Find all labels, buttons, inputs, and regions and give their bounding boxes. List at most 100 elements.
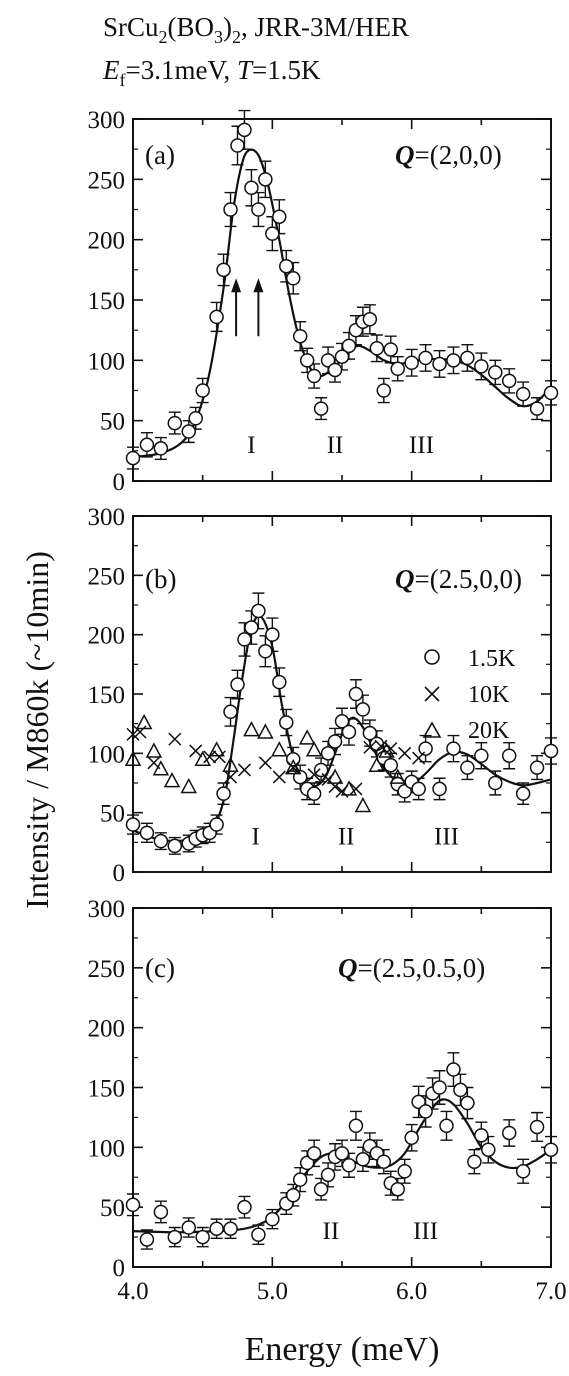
panel-c-data-point bbox=[348, 1118, 364, 1134]
panel-b-data-point bbox=[153, 833, 169, 849]
panel-b-label: (b) bbox=[145, 564, 176, 594]
panel-a-data-point bbox=[306, 368, 322, 384]
panel-b-data-point bbox=[369, 736, 385, 752]
panel-a-data-point bbox=[383, 342, 399, 357]
panel-a-data-point bbox=[327, 362, 343, 378]
panel-c-data-point bbox=[397, 1164, 412, 1179]
panel-a-region-label: I bbox=[247, 432, 255, 459]
panel-c-data-point bbox=[167, 1229, 183, 1245]
panel-a-region-label: III bbox=[409, 432, 434, 459]
panel-a-data-point bbox=[251, 202, 266, 217]
panel-c-data-point bbox=[439, 1118, 454, 1134]
panel-c-data-point bbox=[195, 1229, 210, 1245]
panel-c-data-point bbox=[474, 1128, 489, 1143]
panel-b-data-point-10k bbox=[258, 756, 272, 770]
panel-a-data-point bbox=[515, 386, 531, 402]
panel-b-data-point-20k bbox=[298, 729, 316, 745]
panel-b-data-point-20k bbox=[163, 772, 181, 788]
panel-a-data-point bbox=[320, 353, 336, 368]
panel-c-x-tick-label: 6.0 bbox=[396, 1278, 427, 1305]
panel-b-data-point bbox=[543, 743, 559, 759]
panel-a-data-point bbox=[223, 202, 238, 217]
panel-a-y-tick-label: 300 bbox=[88, 107, 126, 134]
panel-a-q-label: Q=(2,0,0) bbox=[395, 140, 502, 170]
panel-b-data-point bbox=[397, 784, 412, 799]
header-line-2: Ef=3.1meV, T=1.5K bbox=[102, 55, 321, 90]
panel-a-data-point bbox=[237, 122, 252, 138]
header-line-1: SrCu2(BO3)2, JRR-3M/HER bbox=[103, 12, 409, 47]
panel-b-data-point-20k bbox=[257, 723, 274, 739]
legend-triangle-marker bbox=[422, 721, 442, 738]
panel-b-data-point bbox=[251, 603, 266, 619]
panel-c-data-point bbox=[153, 1204, 169, 1220]
panel-c: (c) Q=(2.5,0.5,0) 0 50 100 150 200 250 300 4.0 5… bbox=[88, 896, 567, 1305]
panel-c-y-tick-label: 200 bbox=[88, 1016, 126, 1043]
panel-b-data-point-10k bbox=[349, 782, 363, 796]
panel-b-data-point bbox=[139, 825, 155, 841]
panel-b-data-point bbox=[383, 757, 399, 773]
panel-a-data-point bbox=[139, 437, 155, 453]
x-axis-label: Energy (meV) bbox=[245, 1331, 440, 1368]
panel-a-data-point bbox=[362, 312, 378, 327]
panel-a-data-point bbox=[285, 271, 301, 286]
panel-c-data-point bbox=[529, 1119, 545, 1135]
panel-c-y-tick-label: 0 bbox=[113, 1255, 126, 1282]
panel-a-data-point bbox=[181, 424, 196, 439]
panel-b-data-point-20k bbox=[354, 796, 372, 813]
panel-c-data-point bbox=[404, 1130, 419, 1146]
panel-b-y-tick-label: 250 bbox=[88, 563, 126, 590]
panel-b-data-point bbox=[488, 775, 503, 791]
panel-b-data-point-20k bbox=[208, 741, 225, 757]
panel-b-data-point-10k bbox=[398, 746, 412, 760]
panel-c-data-point bbox=[411, 1094, 426, 1110]
panel-a-data-point bbox=[501, 373, 517, 389]
panel-a-data-point bbox=[432, 356, 447, 372]
panel-b-data-point bbox=[341, 724, 357, 740]
panel-c-data-point bbox=[306, 1146, 322, 1161]
panel-b-q-label: Q=(2.5,0,0) bbox=[395, 564, 522, 594]
panel-b-data-point-20k bbox=[152, 760, 170, 776]
panel-a-data-point bbox=[529, 401, 545, 416]
panel-b-region-label: I bbox=[251, 823, 259, 850]
panel-b-data-point-20k bbox=[243, 721, 260, 737]
panel-b-data-point-20k bbox=[222, 756, 239, 772]
legend-label-20k: 20K bbox=[468, 718, 510, 744]
panel-a-data-point bbox=[125, 450, 141, 466]
panel-b-data-point-10k bbox=[286, 761, 300, 775]
panel-c-data-point bbox=[355, 1152, 371, 1167]
panel-a-label: (a) bbox=[145, 140, 175, 170]
panel-b-data-point bbox=[327, 734, 343, 749]
panel-b-data-point-20k bbox=[135, 713, 153, 730]
panel-a-data-point bbox=[258, 172, 273, 187]
panel-b-data-point bbox=[446, 741, 461, 756]
panel-b-data-point-20k bbox=[284, 758, 302, 775]
panel-b-data-point-10k bbox=[237, 763, 251, 777]
panel-c-data-point bbox=[334, 1146, 350, 1161]
panel-b-data-point bbox=[474, 748, 489, 763]
panel-a-data-point bbox=[216, 262, 231, 278]
panel-a-data-point bbox=[369, 341, 385, 356]
legend: 1.5K 10K 20K bbox=[422, 646, 516, 744]
panel-b-y-tick-label: 200 bbox=[88, 623, 126, 650]
panel-b-data-point-10k bbox=[374, 739, 388, 753]
panel-c-data-point bbox=[265, 1211, 280, 1227]
panel-a-data-point bbox=[376, 383, 392, 398]
panel-c-data-point bbox=[341, 1158, 357, 1173]
panel-c-data-point bbox=[543, 1142, 559, 1157]
panel-b-data-point bbox=[334, 714, 350, 729]
panel-a-data-point bbox=[265, 226, 280, 241]
panel-c-data-point bbox=[292, 1172, 308, 1187]
panel-a-y-tick-label: 50 bbox=[100, 409, 125, 436]
panel-b-data-point bbox=[258, 644, 273, 659]
panel-c-data-point bbox=[299, 1155, 315, 1171]
panel-a-y-tick-label: 100 bbox=[88, 348, 126, 375]
panel-b-data-point-20k bbox=[180, 777, 197, 794]
panel-a-data-point bbox=[460, 350, 475, 366]
panel-a-data-point bbox=[299, 353, 315, 368]
panel-b-y-tick-label: 50 bbox=[100, 801, 125, 828]
legend-label-10k: 10K bbox=[468, 682, 510, 708]
panel-c-data-point bbox=[390, 1181, 405, 1197]
panel-b-data-point bbox=[265, 627, 280, 642]
panel-c-x-tick-label: 5.0 bbox=[257, 1278, 288, 1305]
